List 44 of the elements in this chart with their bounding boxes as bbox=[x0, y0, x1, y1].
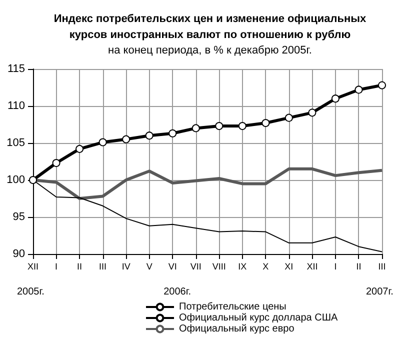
x-tick-label: VIII bbox=[212, 262, 226, 272]
y-tick-label: 90 bbox=[12, 248, 25, 260]
y-tick-label: 115 bbox=[7, 63, 25, 75]
point bbox=[378, 81, 386, 90]
x-tick-label: XII bbox=[306, 262, 318, 272]
point bbox=[145, 132, 154, 140]
point bbox=[354, 86, 363, 94]
x-tick-label: I bbox=[334, 262, 337, 272]
point bbox=[168, 129, 177, 138]
point bbox=[262, 119, 270, 128]
y-tick-label: 110 bbox=[7, 100, 25, 112]
point bbox=[284, 114, 293, 122]
x-tick-label: XII bbox=[27, 262, 39, 272]
point bbox=[76, 144, 84, 153]
x-tick-label: VI bbox=[168, 262, 177, 272]
x-tick-label: IV bbox=[122, 262, 130, 272]
point bbox=[98, 138, 107, 146]
chart-subtitle: на конец периода, в % к декабрю 2005г. bbox=[108, 44, 312, 56]
point bbox=[192, 124, 200, 132]
x-tick-label: XI bbox=[284, 262, 294, 272]
x-tick-label: IX bbox=[238, 262, 247, 272]
legend-label: Потребительские цены bbox=[179, 302, 286, 312]
legend-label: Официальный курс евро bbox=[179, 324, 295, 334]
text: 2007г. bbox=[366, 286, 394, 298]
point bbox=[238, 122, 246, 130]
point bbox=[215, 122, 224, 130]
x-tick-label: II bbox=[77, 262, 82, 272]
point bbox=[331, 94, 340, 103]
point bbox=[122, 135, 130, 144]
x-tick-label: X bbox=[262, 262, 269, 272]
y-tick-label: 105 bbox=[6, 137, 25, 149]
point bbox=[52, 158, 60, 167]
legend-label: Официальный курс доллара США bbox=[179, 312, 338, 324]
y-tick-label: 100 bbox=[6, 174, 25, 186]
text: 2006г. bbox=[164, 286, 192, 298]
x-tick-label: III bbox=[378, 262, 386, 272]
point bbox=[308, 108, 316, 117]
x-tick-label: III bbox=[99, 262, 107, 272]
x-tick-label: I bbox=[55, 262, 58, 272]
x-tick-label: II bbox=[356, 262, 362, 272]
x-tick-label: V bbox=[146, 262, 152, 272]
text: 2005г. bbox=[17, 286, 44, 298]
x-tick-label: VII bbox=[190, 262, 202, 272]
y-tick-label: 95 bbox=[12, 211, 25, 223]
